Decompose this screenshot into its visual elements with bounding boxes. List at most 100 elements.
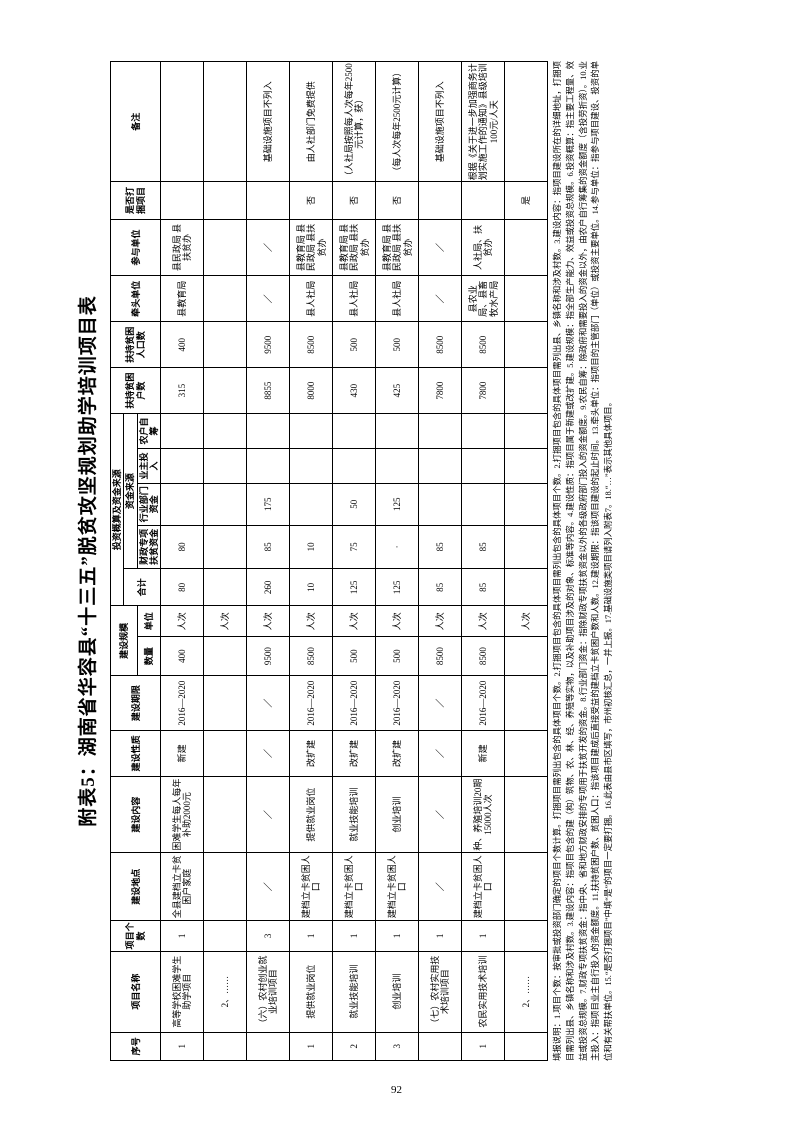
cell-build-location: 建档立卡贫困人口: [375, 852, 419, 921]
cell-total: 80: [160, 568, 204, 606]
cell-fiscal-special: [203, 525, 247, 569]
cell-project-name: 创业培训: [375, 951, 419, 1033]
cell-project-name: 2、……: [203, 951, 247, 1033]
cell-help-population: 8500: [461, 321, 505, 368]
cell-remark: 基础设施项目不列入: [246, 61, 290, 182]
cell-seq: [246, 1032, 290, 1061]
th-build-location: 建设地点: [110, 852, 161, 921]
cell-fiscal-special: 85: [418, 525, 462, 569]
cell-scale-qty: [203, 636, 247, 676]
cell-build-content: 创业培训: [375, 776, 419, 853]
cell-help-households: 7800: [461, 367, 505, 414]
cell-build-content: 困难学生每人每年补助2000元: [160, 776, 204, 853]
table-row: 2、…… 人次 是: [504, 61, 548, 1061]
th-scale-qty: 数量: [136, 636, 161, 676]
cell-lead-unit: 县农业局、县畜牧水产局: [461, 275, 505, 322]
cell-help-population: 9500: [246, 321, 290, 368]
cell-scale-unit: 人次: [418, 605, 462, 637]
cell-industry-dept: 175: [246, 483, 290, 526]
cell-participate-unit: 县民政局 县扶贫办: [160, 219, 204, 276]
table-row: 2 就业技能培训 1 建档立卡贫困人口 就业技能培训 改扩建 2016—2020 500 人次 1…: [332, 61, 376, 1061]
cell-fiscal-special: 10: [289, 525, 333, 569]
cell-remark: （人社局按照每人次每年2500元计算，获）: [332, 61, 376, 182]
cell-project-count: 1: [160, 920, 204, 952]
cell-industry-dept: [504, 483, 548, 526]
cell-participate-unit: ／: [418, 219, 462, 276]
cell-industry-dept: 125: [375, 483, 419, 526]
cell-farmer-self: [160, 413, 204, 449]
cell-owner-invest: [289, 448, 333, 484]
cell-project-count: 1: [418, 920, 462, 952]
cell-lead-unit: ／: [418, 275, 462, 322]
cell-farmer-self: [504, 413, 548, 449]
cell-participate-unit: ／: [246, 219, 290, 276]
th-build-nature: 建设性质: [110, 730, 161, 777]
cell-owner-invest: [418, 448, 462, 484]
cell-build-period: [504, 675, 548, 731]
cell-scale-unit: 人次: [289, 605, 333, 637]
cell-participate-unit: 县教育局 县民政局 县扶贫办: [289, 219, 333, 276]
cell-remark: [203, 61, 247, 182]
cell-project-name: 提供就业岗位: [289, 951, 333, 1033]
cell-total: [203, 568, 247, 606]
cell-project-name: 高等学校困难学生助学项目: [160, 951, 204, 1033]
cell-seq: [418, 1032, 462, 1061]
cell-build-period: 2016—2020: [375, 675, 419, 731]
cell-owner-invest: [332, 448, 376, 484]
cell-remark: 由人社部门免费提供: [289, 61, 333, 182]
cell-fiscal-special: 80: [160, 525, 204, 569]
cell-build-period: 2016—2020: [461, 675, 505, 731]
table-head: 序号 项目名称 项目个数 建设地点 建设内容 建设性质 建设期限 建设规模 投资…: [110, 61, 161, 1061]
cell-scale-unit: 人次: [504, 605, 548, 637]
th-is-bundled: 是否打捆项目: [110, 181, 161, 220]
cell-remark: 基础设施项目不列入: [418, 61, 462, 182]
cell-help-households: 430: [332, 367, 376, 414]
th-farmer-self: 农户自筹: [136, 413, 161, 449]
cell-seq: 2: [332, 1032, 376, 1061]
cell-build-location: [504, 852, 548, 921]
cell-farmer-self: [461, 413, 505, 449]
cell-farmer-self: [289, 413, 333, 449]
th-participate-unit: 参与单位: [110, 219, 161, 276]
cell-seq: 3: [375, 1032, 419, 1061]
cell-is-bundled: [203, 181, 247, 220]
th-scale-unit: 单位: [136, 605, 161, 637]
cell-industry-dept: [203, 483, 247, 526]
cell-build-period: 2016—2020: [332, 675, 376, 731]
cell-build-content: 提供就业岗位: [289, 776, 333, 853]
cell-owner-invest: [246, 448, 290, 484]
cell-participate-unit: 县教育局 县民政局 县扶贫办: [332, 219, 376, 276]
cell-build-period: ／: [246, 675, 290, 731]
th-project-name: 项目名称: [110, 951, 161, 1033]
cell-build-nature: ／: [246, 730, 290, 777]
cell-scale-qty: 8500: [461, 636, 505, 676]
cell-owner-invest: [461, 448, 505, 484]
cell-is-bundled: 是: [504, 181, 548, 220]
page-number: 92: [391, 1084, 402, 1096]
cell-build-content: ／: [418, 776, 462, 853]
cell-build-period: ／: [418, 675, 462, 731]
cell-build-period: 2016—2020: [160, 675, 204, 731]
cell-build-content: 种、养殖培训20期15000人次: [461, 776, 505, 853]
cell-remark: [160, 61, 204, 182]
cell-help-households: 315: [160, 367, 204, 414]
cell-help-population: 8500: [289, 321, 333, 368]
cell-farmer-self: [418, 413, 462, 449]
cell-scale-unit: 人次: [332, 605, 376, 637]
cell-lead-unit: ／: [246, 275, 290, 322]
cell-project-name: （六）农村创业就业培训项目: [246, 951, 290, 1033]
cell-owner-invest: [203, 448, 247, 484]
cell-total: 10: [289, 568, 333, 606]
cell-fiscal-special: 85: [246, 525, 290, 569]
cell-lead-unit: [504, 275, 548, 322]
cell-seq: [203, 1032, 247, 1061]
cell-scale-unit: 人次: [203, 605, 247, 637]
cell-build-location: 全县建档立卡贫困户家庭: [160, 852, 204, 921]
cell-scale-qty: [504, 636, 548, 676]
th-help-households: 扶持贫困户数: [110, 367, 161, 414]
cell-build-location: 建档立卡贫困人口: [289, 852, 333, 921]
cell-build-nature: [504, 730, 548, 777]
cell-is-bundled: 否: [375, 181, 419, 220]
th-lead-unit: 牵头单位: [110, 275, 161, 322]
